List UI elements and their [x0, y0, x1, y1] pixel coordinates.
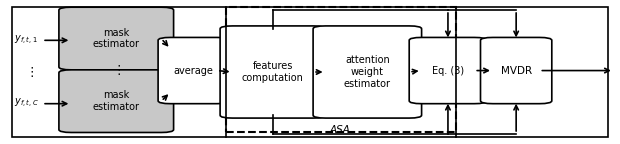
FancyBboxPatch shape — [12, 7, 608, 137]
Text: Eq. (3): Eq. (3) — [432, 66, 464, 76]
Text: $y_{f,t,C}$: $y_{f,t,C}$ — [14, 97, 38, 110]
Text: ASA: ASA — [329, 125, 350, 135]
Text: mask
estimator: mask estimator — [93, 28, 140, 49]
Text: features
computation: features computation — [242, 61, 304, 83]
Text: $\vdots$: $\vdots$ — [25, 65, 33, 79]
FancyBboxPatch shape — [313, 26, 422, 118]
Text: MVDR: MVDR — [500, 66, 532, 76]
FancyBboxPatch shape — [480, 37, 552, 104]
FancyBboxPatch shape — [220, 26, 326, 118]
FancyBboxPatch shape — [158, 37, 229, 104]
Text: $\vdots$: $\vdots$ — [112, 63, 121, 77]
FancyBboxPatch shape — [409, 37, 487, 104]
Text: mask
estimator: mask estimator — [93, 90, 140, 112]
FancyBboxPatch shape — [59, 70, 174, 132]
Text: attention
weight
estimator: attention weight estimator — [344, 55, 391, 89]
Text: average: average — [174, 66, 214, 76]
Text: $y_{f,t,1}$: $y_{f,t,1}$ — [14, 34, 37, 47]
FancyBboxPatch shape — [59, 7, 174, 70]
